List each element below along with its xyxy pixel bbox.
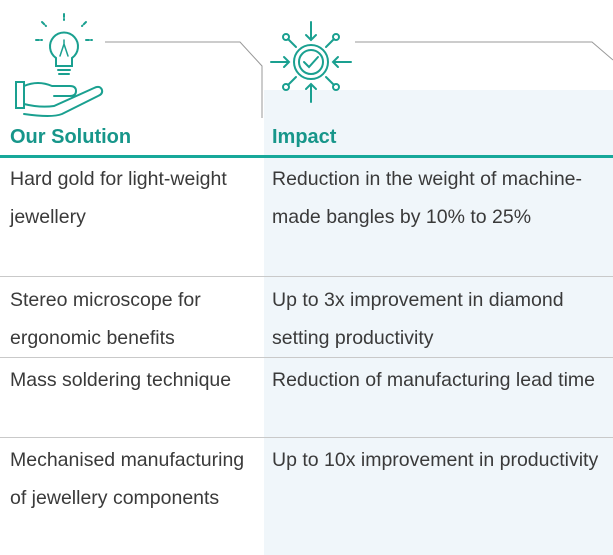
impact-cell: Up to 3x improvement in diamond setting … (272, 289, 564, 349)
frame-line (355, 41, 613, 61)
header-graphics (15, 13, 613, 118)
solution-cell: Stereo microscope for ergonomic benefits (10, 289, 201, 349)
impact-cell: Reduction of manufacturing lead time (272, 369, 596, 391)
impact-icon (270, 21, 352, 103)
solution-cell: Mass soldering technique (10, 369, 232, 391)
column-header: Our Solution (10, 126, 132, 148)
header-rule (0, 155, 613, 158)
row-separator (0, 437, 613, 438)
row-separator (0, 276, 613, 277)
solution-cell: Hard gold for light-weight jewellery (10, 168, 227, 228)
frame-line (105, 41, 263, 118)
column-header: Impact (272, 126, 337, 148)
solution-icon (15, 13, 104, 117)
impact-cell: Reduction in the weight of machine-made … (272, 168, 583, 228)
row-separator (0, 357, 613, 358)
impact-cell: Up to 10x improvement in productivity (272, 449, 599, 471)
solution-cell: Mechanised manufacturing of jewellery co… (10, 449, 245, 509)
impact-column-bg (264, 90, 613, 555)
